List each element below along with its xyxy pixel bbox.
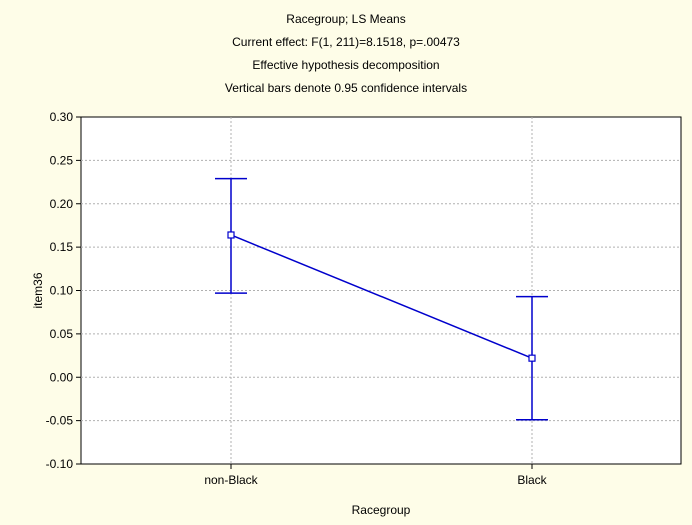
chart-title-line-4: Vertical bars denote 0.95 confidence int… [224,81,468,95]
y-tick-label: 0.15 [50,240,74,254]
y-axis-title: item36 [31,272,45,308]
chart-title-line-2: Current effect: F(1, 211)=8.1518, p=.004… [232,35,460,49]
y-tick-label: 0.20 [50,197,74,211]
y-tick-label: 0.00 [50,370,74,384]
series-layer [215,177,548,421]
y-tick-label: 0.05 [50,327,74,341]
y-tick-label: 0.25 [50,153,74,167]
y-tick-label: 0.10 [50,284,74,298]
y-tick-label: -0.10 [46,457,74,471]
series-line [230,234,533,359]
chart-title-line-1: Racegroup; LS Means [286,12,406,26]
y-tick-label: 0.30 [50,110,74,124]
data-point [227,231,235,239]
x-tick-label: Black [517,473,547,487]
data-point [528,354,536,362]
tick-layer: -0.10 -0.05 0.00 0.05 0.10 0.15 0.20 0.25 0.30 no… [46,110,548,487]
grid-lines [81,117,681,464]
y-tick-label: -0.05 [46,414,74,428]
chart-title-line-3: Effective hypothesis decomposition [252,58,440,72]
x-tick-label: non-Black [204,473,258,487]
x-axis-title: Racegroup [352,503,411,517]
